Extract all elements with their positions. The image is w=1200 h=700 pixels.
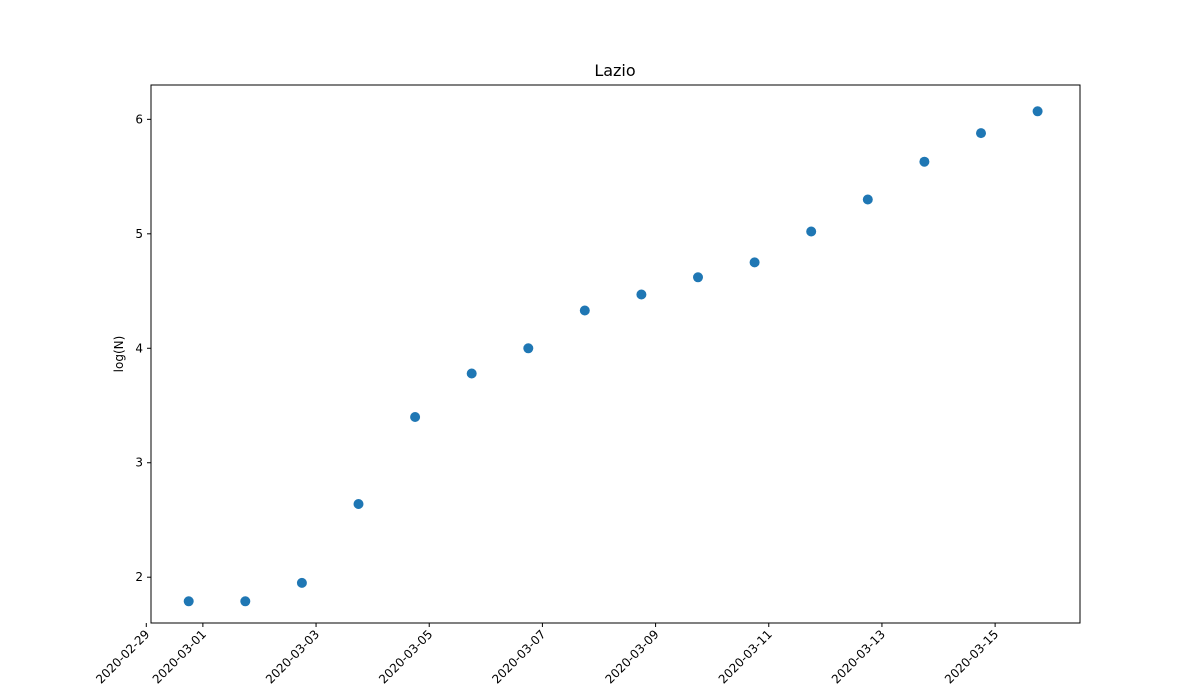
chart-title: Lazio	[594, 61, 635, 80]
data-point	[1032, 106, 1043, 117]
data-point	[976, 128, 986, 139]
data-point	[183, 596, 194, 607]
data-point	[410, 412, 421, 422]
y-tick-label: 6	[135, 112, 143, 126]
data-point	[806, 226, 817, 237]
data-point	[523, 343, 534, 354]
data-point	[466, 368, 477, 379]
y-tick-label: 4	[135, 341, 143, 355]
data-point	[693, 272, 703, 283]
data-point	[636, 289, 647, 300]
y-tick-label: 5	[135, 227, 143, 241]
data-point	[240, 596, 251, 607]
data-point	[579, 305, 590, 316]
y-tick-label: 2	[135, 570, 143, 584]
data-points	[183, 106, 1043, 607]
data-point	[862, 194, 873, 205]
y-axis-label: log(N)	[112, 336, 126, 373]
y-axis-ticks: 2 3 4 5 6	[135, 112, 151, 584]
plot-frame	[150, 84, 1081, 624]
y-tick-label: 3	[135, 456, 143, 470]
data-point	[749, 257, 760, 268]
data-point	[353, 499, 364, 509]
data-point	[919, 156, 930, 167]
data-point	[296, 577, 307, 588]
